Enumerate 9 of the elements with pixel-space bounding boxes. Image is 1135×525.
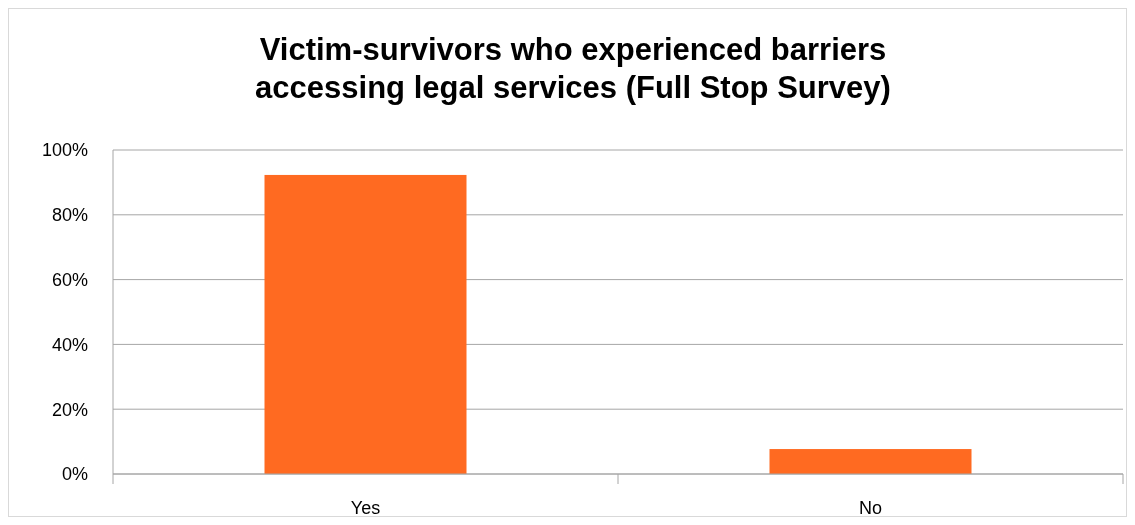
x-tick-label: Yes [350, 498, 381, 518]
y-tick-label: 100% [41, 140, 88, 161]
y-tick-label: 60% [51, 269, 88, 290]
y-tick-label: 20% [51, 399, 88, 420]
x-tick-label: No [858, 498, 883, 518]
y-tick-label: 0% [61, 464, 88, 485]
chart-title: Victim-survivors who experienced barriers accessing legal services (Full Stop Survey) [255, 32, 891, 105]
y-tick-label: 40% [51, 334, 88, 355]
y-tick-label: 80% [51, 205, 88, 226]
